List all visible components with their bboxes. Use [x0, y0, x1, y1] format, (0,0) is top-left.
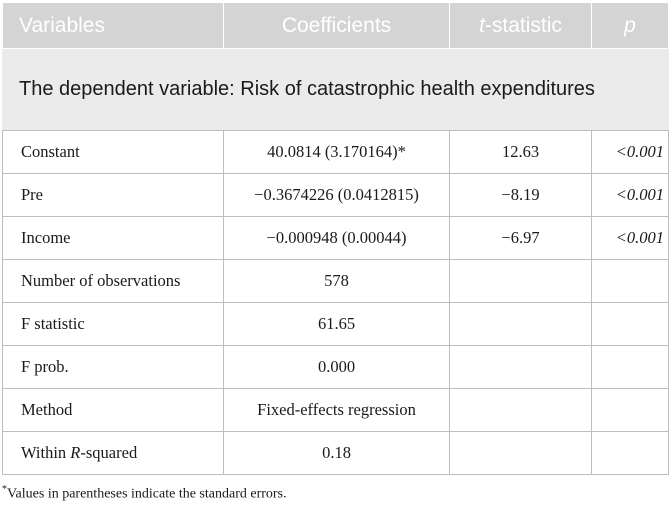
header-row: Variables Coefficients t-statistic p [2, 2, 669, 49]
row-t-statistic [449, 388, 592, 432]
header-variables: Variables [2, 2, 224, 49]
within-prefix: Within [21, 443, 71, 462]
table-row: Number of observations 578 [2, 259, 669, 303]
within-suffix: -squared [80, 443, 138, 462]
regression-table: Variables Coefficients t-statistic p The… [2, 2, 669, 475]
row-p-value [591, 259, 669, 303]
row-p-value [591, 431, 669, 475]
row-variable: Method [2, 388, 224, 432]
table-row: Income −0.000948 (0.00044) −6.97 <0.001 [2, 216, 669, 260]
row-p-value: <0.001 [591, 216, 669, 260]
table-row: Pre −0.3674226 (0.0412815) −8.19 <0.001 [2, 173, 669, 217]
row-coefficient: −0.000948 (0.00044) [223, 216, 450, 260]
row-t-statistic [449, 345, 592, 389]
row-t-statistic [449, 302, 592, 346]
table-footnote: *Values in parentheses indicate the stan… [2, 484, 287, 503]
section-title: The dependent variable: Risk of catastro… [2, 48, 669, 131]
row-t-statistic [449, 431, 592, 475]
row-t-statistic: −8.19 [449, 173, 592, 217]
row-variable: Income [2, 216, 224, 260]
row-coefficient: −0.3674226 (0.0412815) [223, 173, 450, 217]
row-coefficient: 0.18 [223, 431, 450, 475]
row-coefficient: Fixed-effects regression [223, 388, 450, 432]
footnote-mark: * [2, 484, 7, 495]
table-row: Within R-squared 0.18 [2, 431, 669, 475]
row-coefficient: 0.000 [223, 345, 450, 389]
row-p-value [591, 345, 669, 389]
header-p-italic: p [624, 13, 636, 37]
row-variable: Number of observations [2, 259, 224, 303]
row-p-value: <0.001 [591, 130, 669, 174]
header-t-statistic: t-statistic [449, 2, 592, 49]
row-variable: F prob. [2, 345, 224, 389]
footnote-text: Values in parentheses indicate the stand… [7, 486, 287, 502]
section-row: The dependent variable: Risk of catastro… [2, 48, 669, 131]
table-row: F prob. 0.000 [2, 345, 669, 389]
header-p: p [591, 2, 669, 49]
row-p-value [591, 302, 669, 346]
row-p-value [591, 388, 669, 432]
row-t-statistic: 12.63 [449, 130, 592, 174]
row-variable: Constant [2, 130, 224, 174]
table-row: F statistic 61.65 [2, 302, 669, 346]
row-variable: Within R-squared [2, 431, 224, 475]
header-t-italic: t [479, 13, 485, 37]
row-t-statistic: −6.97 [449, 216, 592, 260]
row-coefficient: 40.0814 (3.170164)* [223, 130, 450, 174]
row-coefficient: 61.65 [223, 302, 450, 346]
header-t-suffix: -statistic [484, 13, 562, 37]
row-coefficient: 578 [223, 259, 450, 303]
row-variable: Pre [2, 173, 224, 217]
row-t-statistic [449, 259, 592, 303]
row-p-value: <0.001 [591, 173, 669, 217]
row-variable: F statistic [2, 302, 224, 346]
table-row: Constant 40.0814 (3.170164)* 12.63 <0.00… [2, 130, 669, 174]
header-coefficients: Coefficients [223, 2, 450, 49]
within-r-italic: R [70, 443, 81, 462]
table-row: Method Fixed-effects regression [2, 388, 669, 432]
